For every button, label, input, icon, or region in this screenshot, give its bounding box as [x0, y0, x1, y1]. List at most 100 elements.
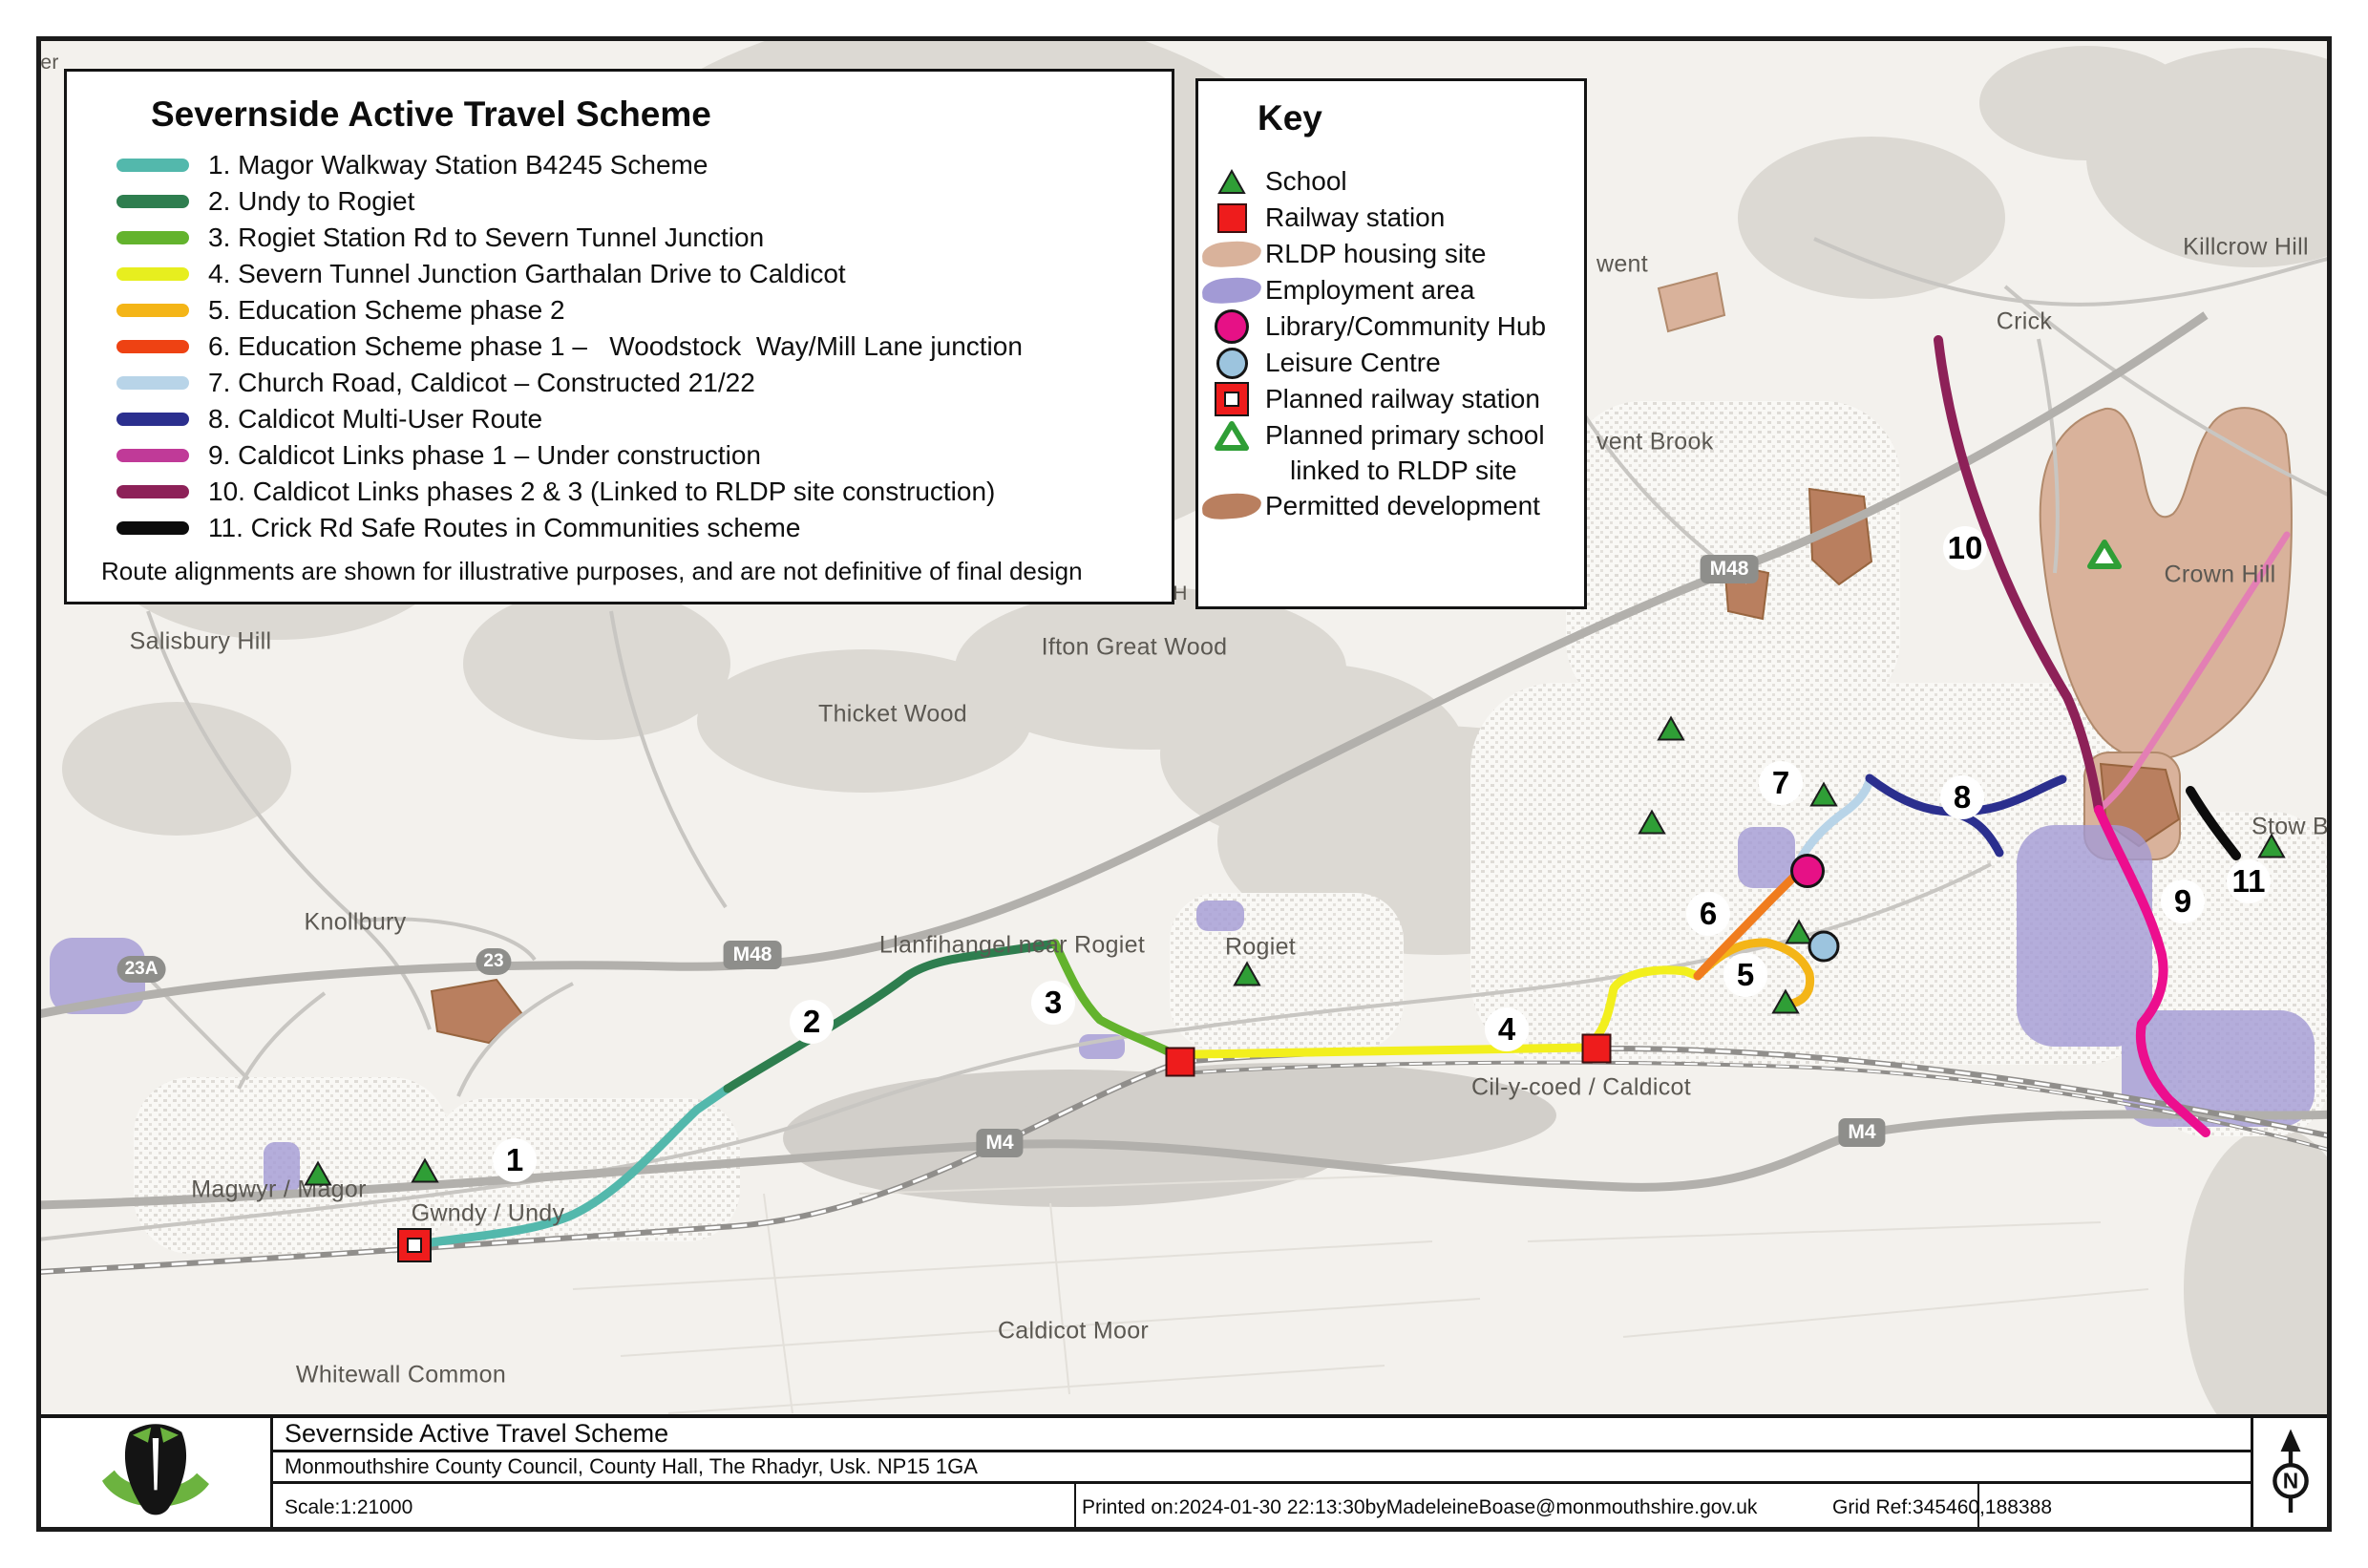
key-item-label: Library/Community Hub: [1265, 311, 1547, 341]
route-1-line: [420, 1084, 732, 1248]
legend-note: Route alignments are shown for illustrat…: [101, 557, 1083, 585]
printed-on-text: Printed on:2024-01-30 22:13:30byMadelein…: [1082, 1496, 1758, 1518]
route-7-line: [1796, 775, 1874, 863]
permitted-development-areas: [430, 487, 2181, 1045]
legend-swatch: [116, 267, 189, 281]
key-item-label: Employment area: [1265, 275, 1475, 305]
key-item: Library/Community Hub: [1198, 308, 1584, 345]
legend-item-label: 8. Caldicot Multi-User Route: [208, 404, 543, 434]
legend-swatch: [116, 304, 189, 317]
legend-item-label: 9. Caldicot Links phase 1 – Under constr…: [208, 440, 761, 470]
grid-ref-text: Grid Ref:345460,188388: [1832, 1496, 2053, 1518]
key-symbol: [1198, 381, 1265, 417]
key-item-label2: linked to RLDP site: [1290, 456, 1517, 485]
key-item-label: School: [1265, 166, 1347, 196]
key-item: Planned railway station: [1198, 381, 1584, 417]
key-symbol: [1198, 236, 1265, 272]
key-item-label: RLDP housing site: [1265, 239, 1487, 268]
field-lines: [572, 1174, 2149, 1414]
legend-item: 7. Church Road, Caldicot – Constructed 2…: [67, 365, 1172, 401]
key-item: Planned primary school linked to RLDP si…: [1198, 417, 1584, 488]
library-community-hub-icon: [1215, 309, 1249, 344]
key-symbol: [1198, 345, 1265, 381]
key-symbol: [1198, 488, 1265, 524]
footer-title: Severnside Active Travel Scheme: [273, 1418, 2251, 1452]
route-11-line: [2186, 786, 2241, 860]
legend-item: 11. Crick Rd Safe Routes in Communities …: [67, 510, 1172, 546]
employment-area-swatch: [1201, 275, 1262, 306]
svg-text:N: N: [2282, 1469, 2297, 1494]
railway-sidings-areas: [783, 1063, 1556, 1207]
key-item: Leisure Centre: [1198, 345, 1584, 381]
key-item: Railway station: [1198, 200, 1584, 236]
key-item-label: Planned primary school: [1265, 420, 1545, 450]
route-2-line: [723, 939, 1060, 1093]
key-item-label: Permitted development: [1265, 491, 1540, 520]
legend-item-label: 7. Church Road, Caldicot – Constructed 2…: [208, 368, 755, 397]
footer: Severnside Active Travel Scheme Monmouth…: [41, 1414, 2327, 1527]
permitted-development-swatch: [1201, 491, 1262, 521]
map-area[interactable]: er Salisbury Hill Knollbury Thicket Wood Ift…: [41, 41, 2327, 1414]
route-9-line: [2094, 805, 2210, 1137]
route-lines: [420, 335, 2241, 1248]
planned-railway-station-icon: [1216, 384, 1247, 414]
key-box: Key School Railway station RLDP housing …: [1195, 78, 1587, 609]
key-item: RLDP housing site: [1198, 236, 1584, 272]
key-list: School Railway station RLDP housing site…: [1198, 163, 1584, 524]
legend-title: Severnside Active Travel Scheme: [151, 95, 711, 134]
planned-school-icon: [1215, 421, 1249, 451]
legend-swatch: [116, 485, 189, 498]
legend-swatch: [116, 231, 189, 244]
motorways: [41, 311, 2327, 1210]
key-item: Employment area: [1198, 272, 1584, 308]
footer-details-row: Scale:1:21000 Printed on:2024-01-30 22:1…: [273, 1484, 2251, 1527]
legend-item-label: 2. Undy to Rogiet: [208, 186, 415, 216]
key-symbol: [1198, 308, 1265, 345]
railway-station-icon: [1216, 202, 1247, 233]
legend-swatch: [116, 521, 189, 535]
legend-item: 5. Education Scheme phase 2: [67, 292, 1172, 328]
legend-item: 3. Rogiet Station Rd to Severn Tunnel Ju…: [67, 220, 1172, 256]
school-icon: [1217, 168, 1246, 194]
north-arrow-icon: N: [2272, 1429, 2309, 1513]
monmouthshire-logo: [102, 1424, 209, 1515]
legend-item: 4. Severn Tunnel Junction Garthalan Driv…: [67, 256, 1172, 292]
legend-swatch: [116, 376, 189, 390]
legend-item-label: 5. Education Scheme phase 2: [208, 295, 565, 325]
route-3-line: [1050, 939, 1185, 1063]
legend-item-label: 6. Education Scheme phase 1 – Woodstock …: [208, 331, 1023, 361]
legend-box: Severnside Active Travel Scheme 1. Magor…: [64, 69, 1174, 604]
rldp-housing-site-swatch: [1201, 239, 1262, 269]
key-item-label: Leisure Centre: [1265, 348, 1441, 377]
legend-swatch: [116, 340, 189, 353]
legend-item-label: 4. Severn Tunnel Junction Garthalan Driv…: [208, 259, 846, 288]
key-symbol: [1198, 417, 1265, 454]
legend-item-label: 3. Rogiet Station Rd to Severn Tunnel Ju…: [208, 222, 765, 252]
legend-item-label: 1. Magor Walkway Station B4245 Scheme: [208, 150, 708, 180]
legend-item-label: 10. Caldicot Links phases 2 & 3 (Linked …: [208, 477, 996, 506]
logo-cell: [41, 1418, 273, 1527]
legend-item: 6. Education Scheme phase 1 – Woodstock …: [67, 328, 1172, 365]
key-item: School: [1198, 163, 1584, 200]
footer-divider: [1074, 1484, 1076, 1527]
legend-swatch: [116, 413, 189, 426]
legend-item: 2. Undy to Rogiet: [67, 183, 1172, 220]
legend-list: 1. Magor Walkway Station B4245 Scheme 2.…: [67, 147, 1172, 546]
route-10-line: [1934, 335, 2104, 815]
legend-item: 8. Caldicot Multi-User Route: [67, 401, 1172, 437]
scale-text: Scale:1:21000: [285, 1496, 413, 1518]
key-title: Key: [1258, 98, 1322, 138]
key-symbol: [1198, 200, 1265, 236]
footer-address: Monmouthshire County Council, County Hal…: [273, 1452, 2251, 1484]
leisure-centre-icon: [1216, 347, 1248, 379]
north-arrow-cell: N: [2251, 1418, 2327, 1527]
map-sheet: er Salisbury Hill Knollbury Thicket Wood Ift…: [36, 36, 2332, 1532]
rldp-link-line: [2095, 531, 2291, 814]
local-roads: [41, 237, 2327, 1241]
key-symbol: [1198, 272, 1265, 308]
legend-item: 1. Magor Walkway Station B4245 Scheme: [67, 147, 1172, 183]
legend-swatch: [116, 195, 189, 208]
key-item-label: Railway station: [1265, 202, 1446, 232]
legend-swatch: [116, 159, 189, 172]
